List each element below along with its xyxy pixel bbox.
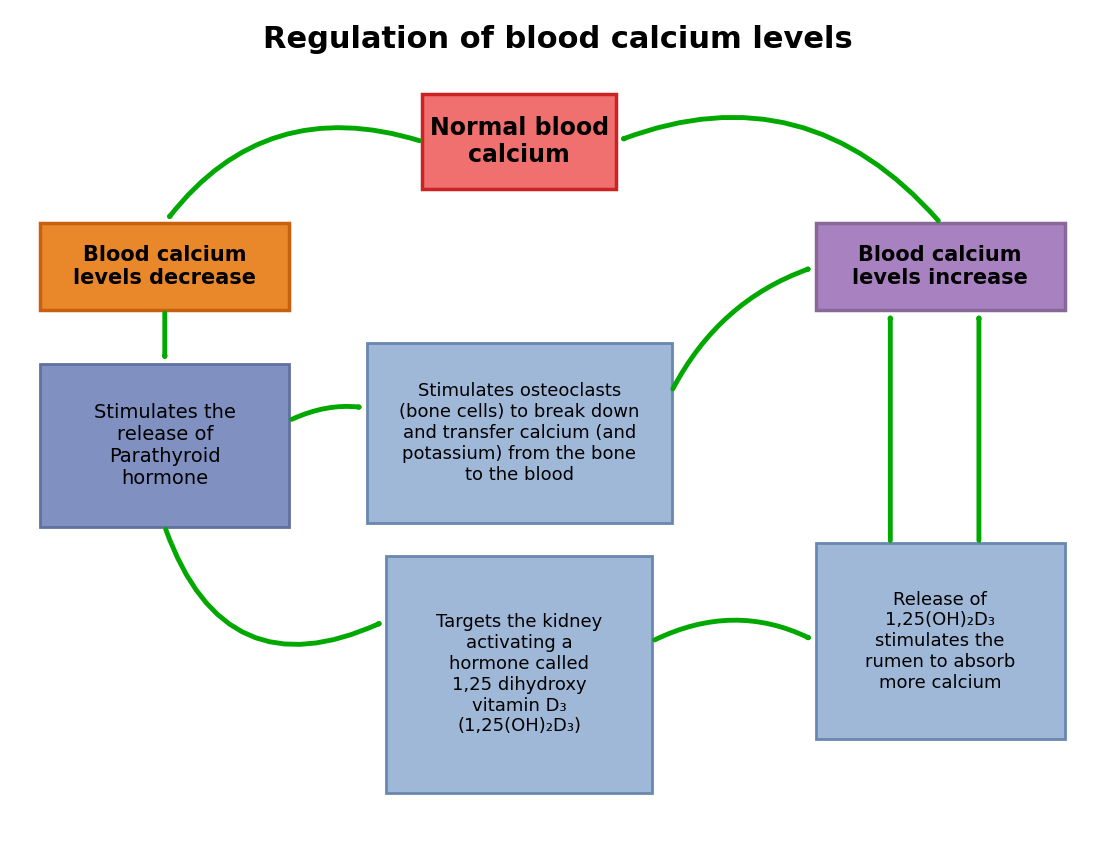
FancyArrowPatch shape <box>292 406 359 420</box>
FancyBboxPatch shape <box>40 364 289 526</box>
FancyBboxPatch shape <box>816 543 1065 739</box>
FancyArrowPatch shape <box>170 128 420 216</box>
Text: Stimulates the
release of
Parathyroid
hormone: Stimulates the release of Parathyroid ho… <box>94 403 235 488</box>
FancyArrowPatch shape <box>165 529 379 644</box>
FancyBboxPatch shape <box>422 93 616 189</box>
FancyArrowPatch shape <box>673 269 808 389</box>
FancyBboxPatch shape <box>386 556 652 793</box>
Text: Regulation of blood calcium levels: Regulation of blood calcium levels <box>263 25 853 54</box>
Text: Stimulates osteoclasts
(bone cells) to break down
and transfer calcium (and
pota: Stimulates osteoclasts (bone cells) to b… <box>400 383 639 484</box>
FancyBboxPatch shape <box>816 223 1065 310</box>
FancyArrowPatch shape <box>624 118 939 220</box>
Text: Targets the kidney
activating a
hormone called
1,25 dihydroxy
vitamin D₃
(1,25(O: Targets the kidney activating a hormone … <box>436 613 603 736</box>
Text: Blood calcium
levels increase: Blood calcium levels increase <box>853 245 1028 288</box>
FancyArrowPatch shape <box>655 620 808 640</box>
FancyBboxPatch shape <box>367 343 672 522</box>
FancyBboxPatch shape <box>40 223 289 310</box>
Text: Normal blood
calcium: Normal blood calcium <box>430 116 609 167</box>
Text: Release of
1,25(OH)₂D₃
stimulates the
rumen to absorb
more calcium: Release of 1,25(OH)₂D₃ stimulates the ru… <box>865 590 1016 692</box>
Text: Blood calcium
levels decrease: Blood calcium levels decrease <box>74 245 257 288</box>
